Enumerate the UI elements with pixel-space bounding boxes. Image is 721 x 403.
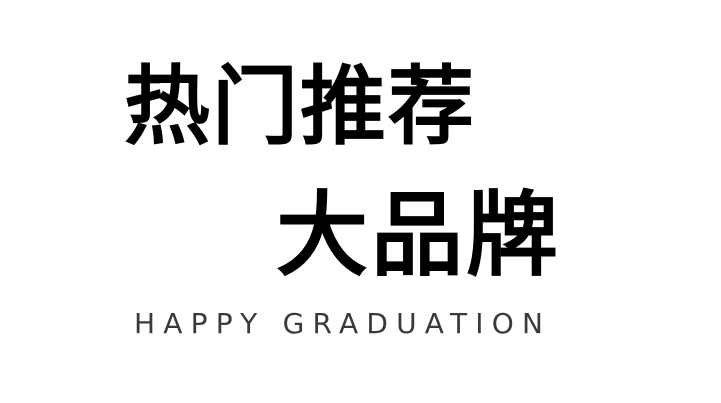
subtitle-happy-graduation: HAPPY GRADUATION [134, 307, 552, 340]
headline-hot-recommendations: 热门推荐 [124, 57, 476, 157]
headline-big-brands: 大品牌 [276, 182, 562, 289]
